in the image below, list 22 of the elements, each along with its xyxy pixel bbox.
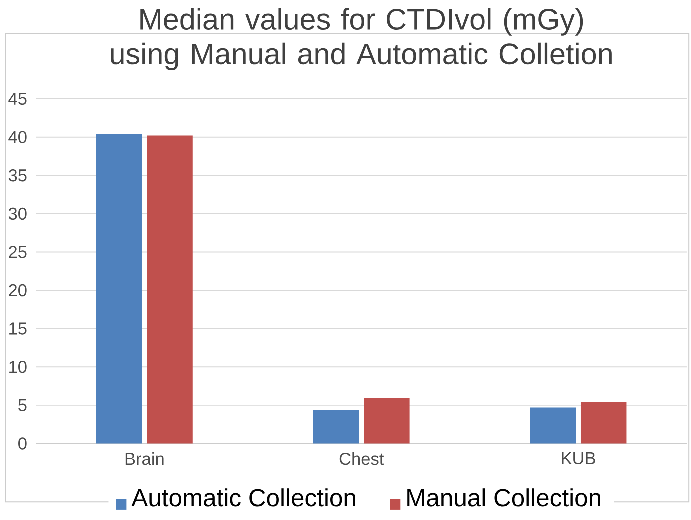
x-tick-label: Chest [340, 452, 384, 466]
y-tick-label: 20 [9, 284, 27, 297]
chart-title: Median values for CTDIvol (mGy) using Manual and Automatic Colletion [111, 8, 612, 70]
y-tick-label: 40 [8, 131, 27, 144]
bar [364, 398, 410, 444]
bar [530, 408, 576, 444]
y-tick-label: 45 [8, 92, 27, 105]
y-tick-label: 35 [8, 169, 27, 182]
y-tick-label: 15 [10, 322, 27, 335]
bar [313, 410, 360, 444]
bar [96, 134, 142, 444]
bar [580, 402, 627, 444]
legend-label: Automatic Collection [132, 488, 356, 507]
bar [147, 136, 193, 444]
y-tick-label: 0 [18, 438, 27, 450]
y-tick-label: 5 [18, 399, 27, 412]
y-tick-label: 10 [10, 360, 27, 374]
legend-label: Manual Collection [408, 488, 600, 507]
y-tick-label: 25 [9, 246, 27, 258]
x-tick-label: KUB [562, 452, 596, 464]
y-tick-label: 30 [8, 208, 27, 220]
x-tick-label: Brain [126, 452, 164, 466]
